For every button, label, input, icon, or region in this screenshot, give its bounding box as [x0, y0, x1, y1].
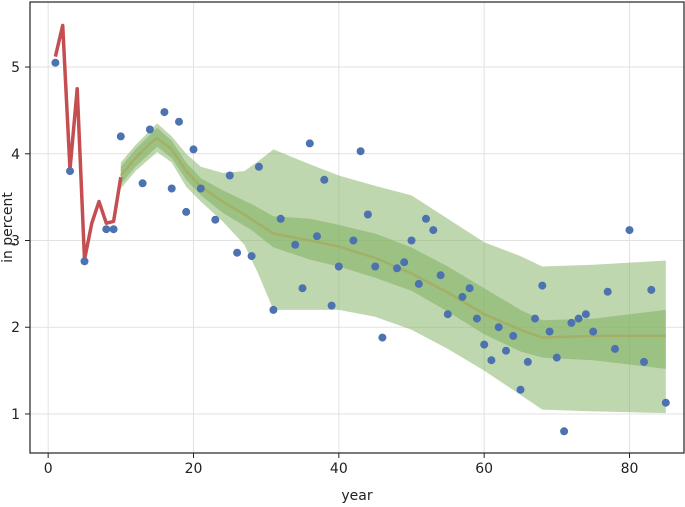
y-tick-label: 3 — [11, 234, 20, 250]
data-point — [393, 264, 401, 273]
data-point — [538, 281, 547, 290]
data-point — [160, 108, 169, 117]
data-point — [407, 236, 416, 245]
data-point — [80, 257, 89, 266]
data-point — [567, 318, 576, 327]
data-point — [422, 214, 430, 223]
data-point — [487, 356, 496, 365]
data-point — [589, 327, 598, 336]
data-point — [363, 210, 372, 219]
data-point — [458, 292, 467, 301]
data-point — [233, 248, 242, 257]
data-point — [371, 262, 380, 271]
data-point — [196, 184, 205, 193]
data-point — [175, 117, 183, 126]
x-axis: 0 20 40 60 80 — [44, 453, 639, 477]
data-point — [269, 305, 278, 314]
data-point — [603, 287, 612, 296]
data-point — [167, 184, 176, 193]
data-point — [436, 271, 445, 280]
data-point — [182, 207, 191, 216]
data-point — [640, 357, 648, 366]
data-point — [356, 147, 365, 156]
data-point — [552, 353, 561, 362]
data-point — [443, 310, 452, 319]
data-point — [247, 252, 256, 261]
data-point — [472, 314, 481, 323]
observed-line — [53, 23, 123, 262]
data-point — [661, 398, 670, 407]
data-point — [429, 226, 438, 235]
data-point — [400, 258, 409, 267]
data-point — [138, 179, 147, 188]
data-point — [189, 145, 198, 154]
median-line — [119, 136, 666, 339]
data-point — [298, 284, 307, 293]
data-point — [211, 215, 220, 224]
data-point — [625, 226, 634, 235]
data-point — [291, 240, 300, 249]
data-point — [531, 314, 539, 323]
data-point — [254, 162, 263, 171]
data-point — [523, 357, 532, 366]
data-point — [516, 385, 525, 394]
y-axis: 1 2 3 4 5 — [11, 60, 30, 423]
x-axis-label: year — [341, 488, 372, 504]
data-point — [560, 427, 569, 436]
y-tick-label: 2 — [11, 320, 20, 336]
data-point — [611, 344, 619, 353]
data-point — [581, 310, 590, 319]
data-point — [480, 340, 489, 349]
data-points — [51, 58, 670, 436]
x-tick-label: 60 — [475, 461, 493, 477]
data-point — [66, 167, 74, 176]
data-point — [102, 225, 111, 234]
data-point — [320, 175, 329, 184]
y-tick-label: 4 — [11, 147, 20, 163]
data-point — [51, 58, 60, 67]
data-point — [465, 284, 474, 293]
data-point — [349, 236, 358, 245]
data-point — [225, 171, 234, 180]
y-tick-label: 1 — [11, 407, 20, 423]
data-point — [109, 225, 118, 234]
y-axis-label: in percent — [0, 192, 16, 263]
data-point — [313, 232, 321, 241]
x-tick-label: 20 — [185, 461, 203, 477]
x-tick-label: 40 — [330, 461, 348, 477]
lines — [53, 23, 666, 339]
plot-frame — [29, 1, 685, 454]
data-point — [545, 327, 554, 336]
data-point — [414, 279, 423, 288]
x-tick-label: 0 — [44, 461, 53, 477]
data-point — [327, 301, 336, 310]
data-point — [509, 331, 518, 340]
data-point — [276, 214, 285, 223]
data-point — [494, 323, 503, 332]
data-point — [647, 285, 656, 294]
x-tick-label: 80 — [621, 461, 639, 477]
data-point — [305, 139, 314, 148]
inner-confidence-band — [120, 127, 666, 369]
data-point — [145, 125, 154, 134]
data-point — [116, 132, 125, 141]
data-point — [378, 333, 387, 342]
data-point — [502, 346, 510, 355]
data-point — [574, 314, 583, 323]
data-point — [334, 262, 343, 271]
y-tick-label: 5 — [11, 60, 20, 76]
